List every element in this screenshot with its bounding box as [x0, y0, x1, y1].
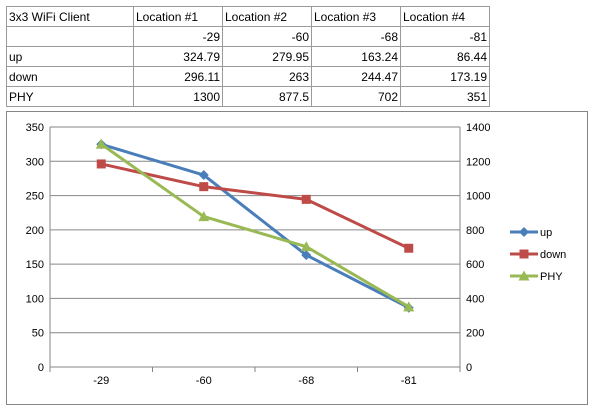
table-cell[interactable]: 1300	[133, 86, 223, 107]
table-cell[interactable]: 296.11	[133, 66, 223, 87]
data-point-phy	[300, 241, 312, 252]
legend-marker-up	[519, 227, 529, 237]
table-header-cell[interactable]: 3x3 WiFi Client	[6, 6, 134, 27]
data-point-down	[199, 182, 209, 192]
series-line-up	[100, 142, 410, 310]
table-cell[interactable]: 244.47	[311, 66, 401, 87]
data-point-down	[404, 243, 414, 253]
y-left-tick-label: 250	[26, 191, 44, 203]
line-chart: 0 50 100 150 200 250 300 350 0 200 400 600 800 1000 12…	[26, 122, 567, 387]
table-header-cell[interactable]: Location #1	[133, 6, 223, 27]
row-label-cell[interactable]	[6, 26, 134, 47]
data-point-up	[198, 170, 209, 181]
table-row: PHY 1300 877.5 702 351	[6, 86, 490, 107]
y-left-tick-label: 150	[26, 259, 44, 271]
y-right-tick-label: 400	[466, 293, 484, 305]
table-header-cell[interactable]: Location #3	[311, 6, 401, 27]
legend-label: up	[540, 227, 552, 239]
y-right-tick-label: 1400	[466, 122, 490, 134]
table-row: down 296.11 263 244.47 173.19	[6, 66, 490, 87]
y-left-tick-label: 350	[26, 122, 44, 134]
legend-label: PHY	[540, 271, 563, 283]
x-tick-label: -81	[401, 375, 417, 387]
y-right-tick-label: 200	[466, 328, 484, 340]
series-line-phy	[100, 142, 410, 309]
table-cell[interactable]: 263	[222, 66, 312, 87]
data-point-down	[96, 159, 106, 169]
table-row: -29 -60 -68 -81	[6, 26, 490, 47]
table-cell[interactable]: -29	[133, 26, 223, 47]
table-cell[interactable]: -81	[400, 26, 490, 47]
y-left-tick-label: 0	[38, 362, 44, 374]
table-header-row: 3x3 WiFi Client Location #1 Location #2 …	[6, 6, 490, 27]
table-cell[interactable]: 324.79	[133, 46, 223, 67]
table-cell[interactable]: 877.5	[222, 86, 312, 107]
data-point-up	[301, 250, 312, 261]
table-cell[interactable]: -60	[222, 26, 312, 47]
table-row: up 324.79 279.95 163.24 86.44	[6, 46, 490, 67]
table-header-cell[interactable]: Location #2	[222, 6, 312, 27]
table-cell[interactable]: 173.19	[400, 66, 490, 87]
data-point-down	[301, 194, 311, 204]
row-label-cell[interactable]: up	[6, 46, 134, 67]
data-point-phy	[198, 211, 210, 222]
y-right-tick-label: 1000	[466, 191, 490, 203]
x-tick-label: -60	[196, 375, 212, 387]
y-left-tick-label: 300	[26, 156, 44, 168]
y-right-tick-label: 800	[466, 225, 484, 237]
y-right-tick-label: 600	[466, 259, 484, 271]
legend-label: down	[540, 249, 566, 261]
table-cell[interactable]: 702	[311, 86, 401, 107]
table-header-cell[interactable]: Location #4	[400, 6, 490, 27]
x-tick-label: -68	[298, 375, 314, 387]
row-label-cell[interactable]: down	[6, 66, 134, 87]
y-left-tick-label: 50	[32, 328, 44, 340]
y-right-tick-label: 1200	[466, 156, 490, 168]
data-point-phy	[95, 138, 107, 149]
y-right-tick-label: 0	[466, 362, 472, 374]
legend-marker-down	[519, 249, 529, 259]
table-cell[interactable]: 279.95	[222, 46, 312, 67]
table-cell[interactable]: 351	[400, 86, 490, 107]
data-table: 3x3 WiFi Client Location #1 Location #2 …	[6, 6, 490, 107]
chart-area[interactable]: 0 50 100 150 200 250 300 350 0 200 400 600 800 1000 12…	[6, 111, 588, 405]
legend-marker-phy	[518, 270, 530, 281]
y-left-tick-label: 100	[26, 293, 44, 305]
table-cell[interactable]: -68	[311, 26, 401, 47]
table-cell[interactable]: 163.24	[311, 46, 401, 67]
series-line-down	[100, 162, 410, 250]
row-label-cell[interactable]: PHY	[6, 86, 134, 107]
data-point-phy	[403, 301, 415, 312]
table-cell[interactable]: 86.44	[400, 46, 490, 67]
y-left-tick-label: 200	[26, 225, 44, 237]
x-tick-label: -29	[93, 375, 109, 387]
